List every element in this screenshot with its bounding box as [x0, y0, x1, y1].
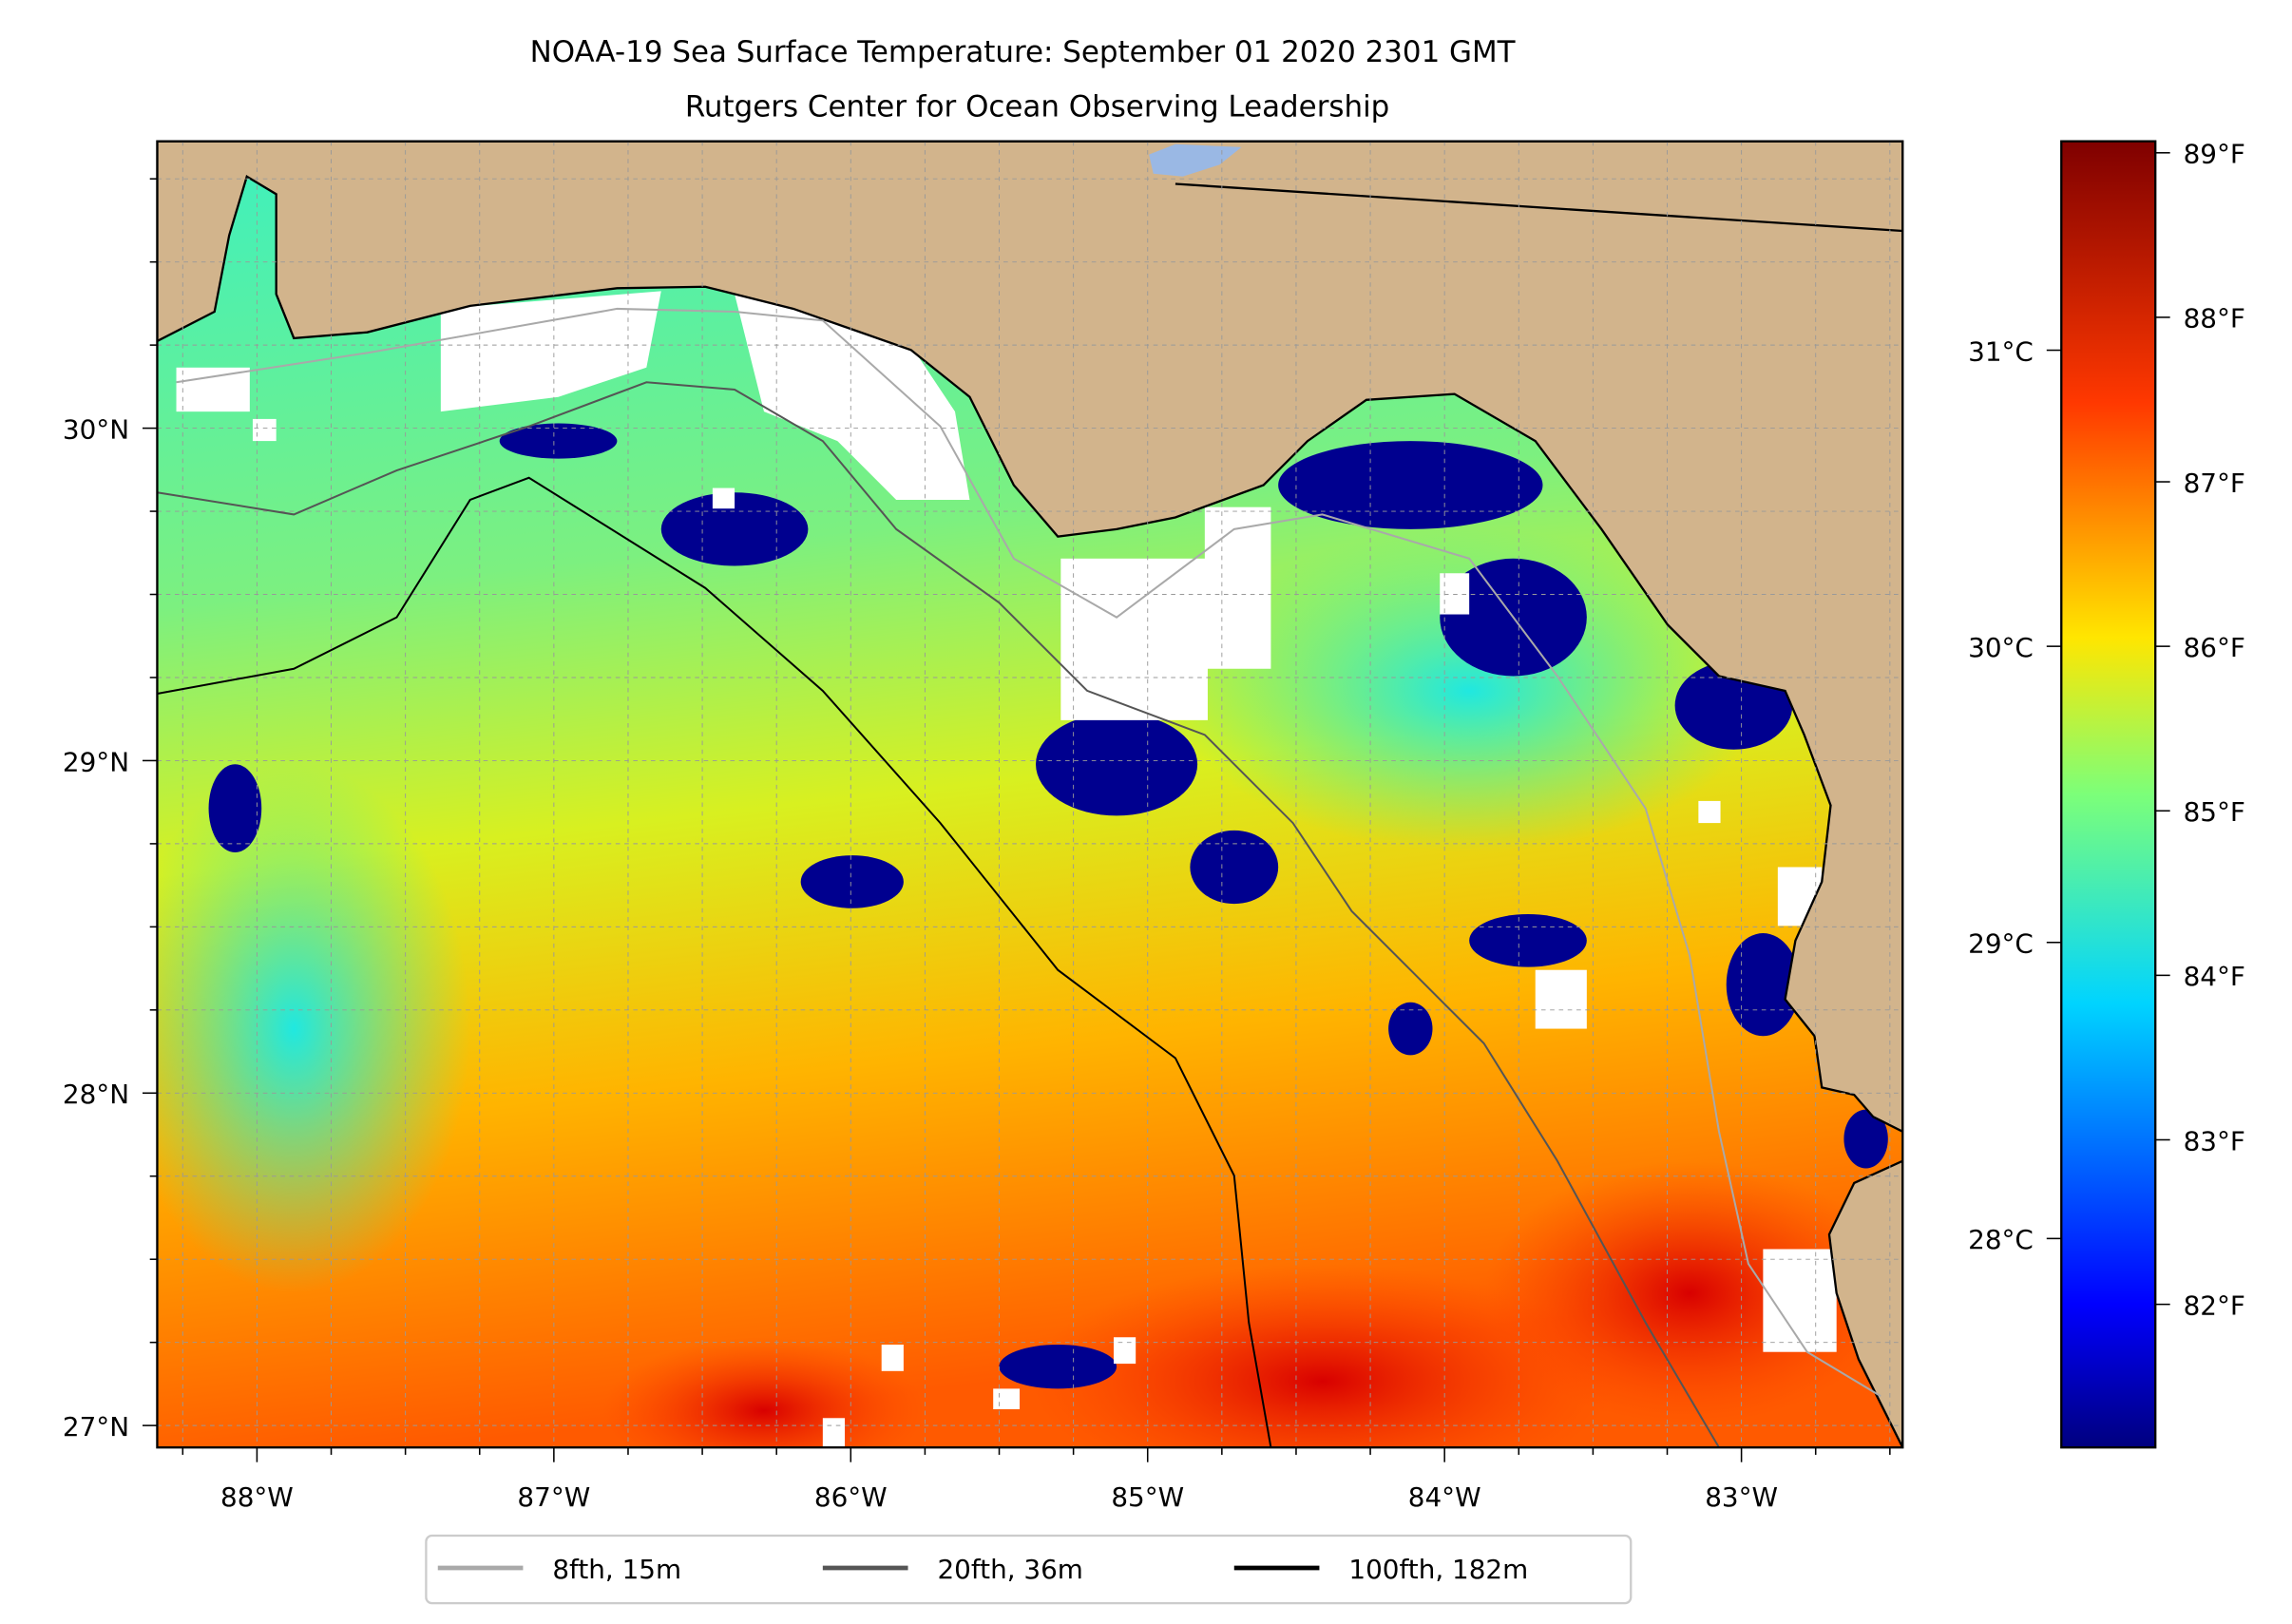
cool-region	[157, 764, 470, 1293]
colorbar-label-f: 82°F	[2184, 1290, 2245, 1321]
colorbar-label-f: 83°F	[2184, 1125, 2245, 1156]
colorbar-label-f: 86°F	[2184, 632, 2245, 663]
colorbar-label-f: 85°F	[2184, 796, 2245, 828]
legend-label: 20fth, 36m	[937, 1554, 1082, 1585]
x-tick-label: 86°W	[814, 1481, 888, 1513]
legend: 8fth, 15m 20fth, 36m 100fth, 182m	[425, 1534, 1633, 1605]
y-tick-label: 28°N	[63, 1079, 129, 1110]
warm-region	[1028, 1263, 1616, 1448]
gridlines	[157, 141, 1903, 1448]
contour-100fth	[157, 476, 1272, 1448]
x-tick-label: 87°W	[517, 1481, 590, 1513]
colorbar	[2060, 140, 2157, 1449]
y-axis: 27°N 28°N 29°N 30°N	[63, 178, 158, 1442]
x-tick-label: 83°W	[1705, 1481, 1778, 1513]
map-frame	[156, 140, 1904, 1449]
state-boundary	[1175, 182, 1903, 233]
y-tick-label: 30°N	[63, 413, 129, 445]
x-tick-label: 84°W	[1408, 1481, 1481, 1513]
chart-subtitle: Rutgers Center for Ocean Observing Leade…	[685, 89, 1389, 124]
contour-8fth	[176, 307, 1881, 1397]
lake-icon	[1149, 143, 1242, 177]
warm-region	[602, 1337, 926, 1448]
land-mass	[157, 141, 1903, 1448]
x-tick-label: 85°W	[1111, 1481, 1184, 1513]
colorbar-label-f: 84°F	[2184, 961, 2245, 992]
map-area	[157, 141, 1903, 1448]
legend-box	[425, 1534, 1633, 1605]
x-tick-label: 88°W	[220, 1481, 294, 1513]
legend-label: 8fth, 15m	[552, 1554, 681, 1585]
x-axis: 88°W 87°W 86°W 85°W 84°W 83°W	[181, 1447, 1891, 1513]
y-tick-label: 29°N	[63, 746, 129, 777]
contour-20fth	[157, 381, 1720, 1448]
cool-region	[1175, 528, 1764, 853]
colorbar-label-c: 28°C	[1968, 1224, 2034, 1255]
warm-region	[1483, 1160, 1896, 1426]
y-tick-label: 27°N	[63, 1411, 129, 1442]
colorbar-label-c: 31°C	[1968, 335, 2034, 367]
colorbar-label-f: 87°F	[2184, 468, 2245, 499]
colorbar-label-c: 30°C	[1968, 632, 2034, 663]
colorbar-label-f: 88°F	[2184, 303, 2245, 334]
legend-label: 100fth, 182m	[1348, 1554, 1528, 1585]
colorbar-ticks: 82°F 83°F 84°F 85°F 86°F 87°F 88°F 89°F 28°C 29°C…	[1968, 139, 2245, 1322]
colorbar-label-c: 29°C	[1968, 928, 2034, 960]
colorbar-label-f: 89°F	[2184, 139, 2245, 170]
chart-title: NOAA-19 Sea Surface Temperature: Septemb…	[530, 35, 1516, 69]
